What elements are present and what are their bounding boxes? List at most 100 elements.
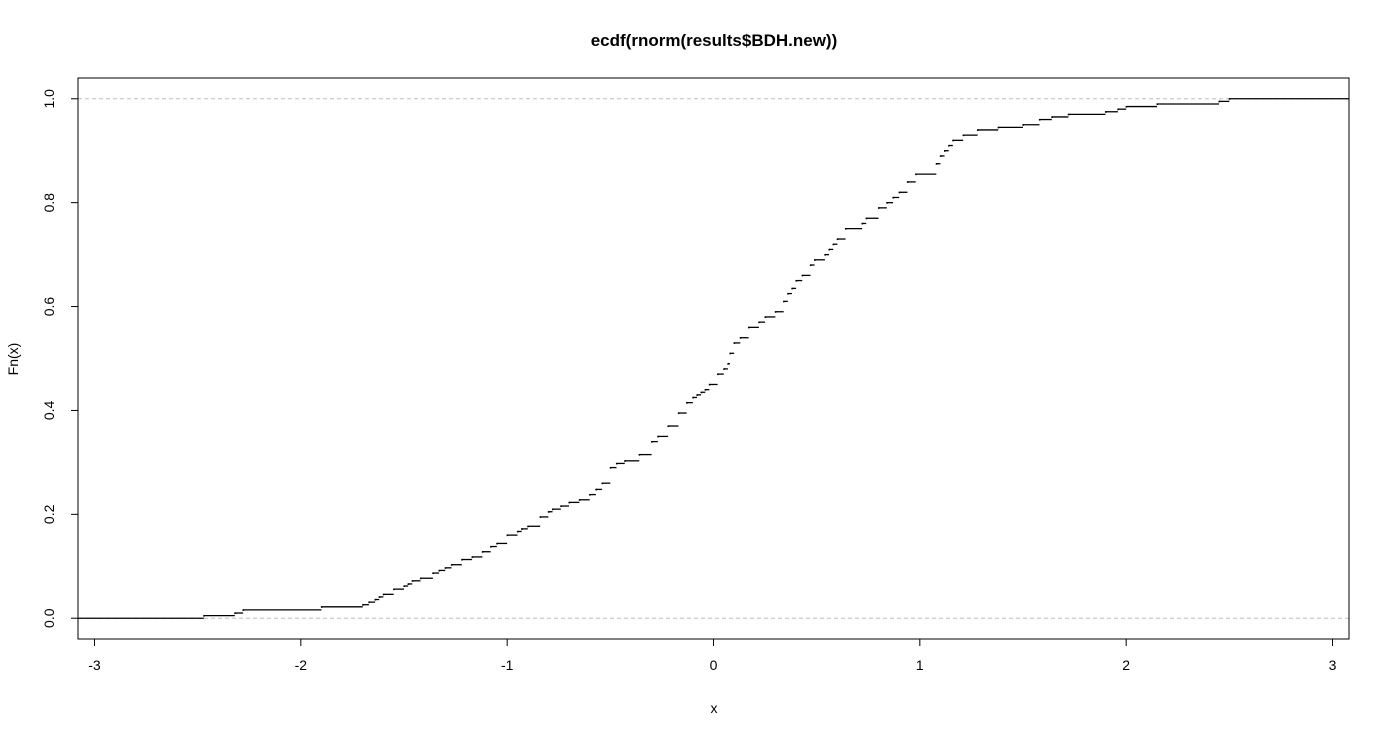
step-point	[700, 391, 703, 394]
step-point	[997, 126, 1000, 129]
step-point	[696, 394, 698, 396]
step-point	[686, 402, 688, 404]
step-point	[568, 501, 571, 504]
step-point	[551, 508, 554, 511]
x-tick-label: 3	[1329, 657, 1337, 673]
step-point	[1117, 108, 1119, 111]
step-point	[560, 505, 562, 508]
step-point	[527, 525, 529, 528]
step-point	[578, 499, 581, 501]
step-point	[758, 321, 760, 324]
step-point	[490, 545, 492, 548]
step-point	[403, 585, 406, 588]
step-point	[203, 615, 205, 617]
step-point	[1228, 98, 1231, 100]
step-point	[774, 311, 777, 313]
step-point	[320, 606, 323, 608]
step-point	[787, 292, 789, 295]
step-point	[378, 596, 381, 598]
step-point	[915, 173, 917, 176]
x-tick-label: 0	[710, 657, 718, 673]
y-tick-label: 0.0	[41, 608, 57, 628]
x-axis-label: x	[711, 700, 718, 716]
step-point	[1218, 100, 1221, 103]
step-point	[814, 259, 816, 261]
step-point	[1067, 113, 1070, 116]
step-point	[374, 598, 377, 601]
step-point	[362, 604, 364, 606]
step-point	[615, 462, 618, 465]
ecdf-series	[78, 98, 1349, 619]
x-tick-label: -1	[501, 657, 514, 673]
step-point	[589, 493, 591, 496]
step-point	[234, 612, 236, 615]
step-point	[368, 601, 370, 604]
y-axis: 0.0 0.2 0.4 0.6 0.8 1.0	[41, 89, 79, 628]
step-point	[624, 460, 626, 462]
x-tick-label: 1	[916, 657, 924, 673]
step-point	[906, 181, 909, 183]
step-point	[791, 287, 793, 290]
step-point	[733, 342, 736, 344]
step-point	[539, 516, 542, 518]
step-point	[651, 441, 653, 443]
x-tick-label: -2	[295, 657, 308, 673]
y-axis-label: Fn(x)	[5, 343, 21, 376]
step-point	[481, 551, 484, 553]
plot-frame	[77, 77, 1350, 640]
step-point	[461, 558, 463, 561]
step-point	[717, 373, 719, 376]
step-point	[506, 534, 509, 537]
step-point	[727, 363, 729, 365]
step-point	[411, 580, 414, 582]
step-point	[657, 435, 659, 438]
step-point	[516, 530, 519, 533]
step-point	[609, 466, 612, 469]
step-point	[801, 274, 804, 277]
step-point	[601, 482, 604, 485]
step-point	[521, 528, 523, 530]
step-point	[1125, 105, 1128, 108]
chart-title: ecdf(rnorm(results$BDH.new))	[591, 31, 838, 50]
step-point	[419, 577, 422, 580]
x-axis: -3 -2 -1 0 1 2 3	[88, 638, 1337, 673]
step-point	[861, 222, 864, 225]
step-point	[704, 389, 707, 391]
step-point	[962, 134, 965, 137]
step-point	[496, 542, 498, 545]
step-point	[844, 228, 847, 230]
step-point	[943, 150, 946, 152]
y-tick-label: 0.6	[41, 297, 57, 317]
step-point	[723, 368, 725, 370]
step-point	[692, 396, 694, 399]
step-point	[892, 196, 895, 199]
step-point	[939, 155, 942, 157]
step-point	[444, 567, 447, 569]
step-point	[677, 412, 680, 415]
step-point	[795, 279, 798, 282]
step-point	[1156, 103, 1159, 105]
y-tick-label: 1.0	[41, 89, 57, 109]
step-point	[952, 139, 954, 142]
step-point	[242, 609, 245, 611]
step-point	[747, 326, 750, 329]
x-tick-label: 2	[1122, 657, 1130, 673]
step-point	[438, 569, 441, 572]
step-point	[739, 337, 742, 339]
step-point	[729, 352, 732, 355]
step-point	[832, 243, 835, 246]
step-point	[393, 588, 395, 591]
step-point	[638, 453, 641, 456]
step-point	[809, 264, 812, 266]
step-point	[1051, 116, 1053, 118]
step-point	[764, 316, 767, 318]
step-point	[828, 248, 831, 251]
step-point	[886, 202, 888, 204]
y-tick-label: 0.4	[41, 401, 57, 421]
step-point	[432, 572, 434, 575]
step-point	[877, 207, 880, 209]
step-point	[450, 564, 453, 566]
step-point	[783, 300, 785, 303]
step-point	[977, 129, 979, 131]
